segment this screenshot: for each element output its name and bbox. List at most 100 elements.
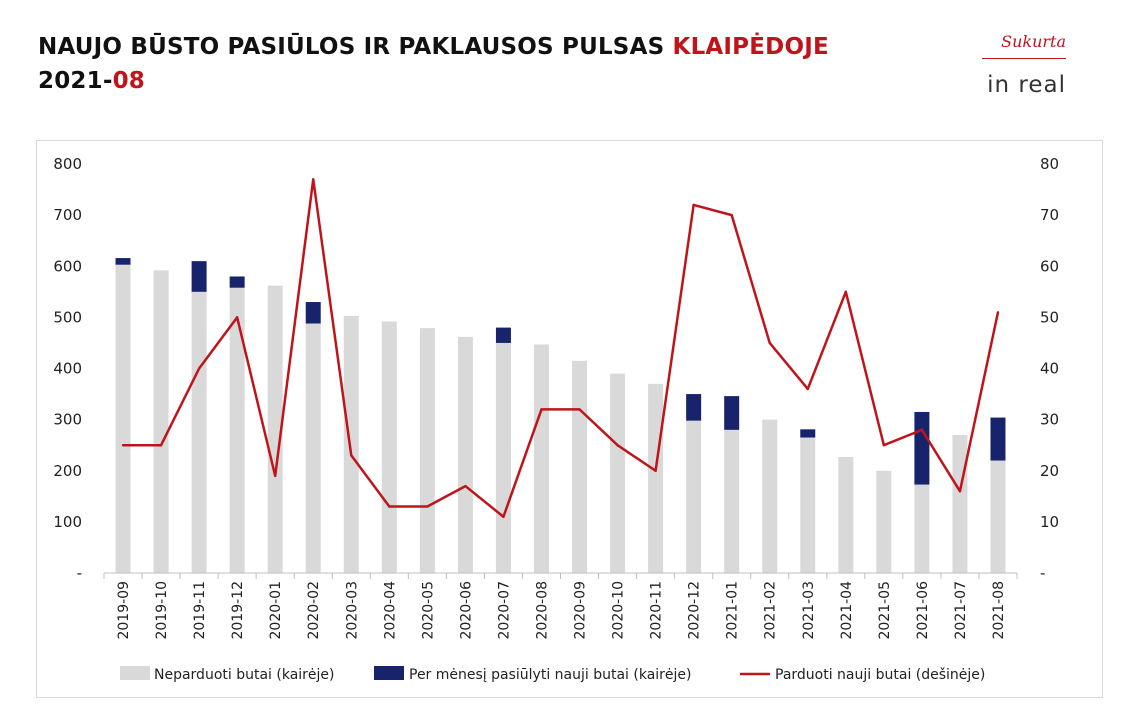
y-left-tick-label: 200 — [53, 462, 82, 480]
sold-point — [540, 408, 543, 411]
unsold-bar — [838, 456, 854, 573]
unsold-bar — [457, 336, 473, 573]
unsold-bar — [419, 328, 435, 573]
y-left-tick-label: 400 — [53, 360, 82, 378]
y-right-tick-label: 60 — [1040, 257, 1059, 275]
period-year: 2021- — [38, 68, 113, 94]
x-tick-label: 2020-08 — [534, 581, 550, 640]
unsold-bar — [229, 287, 245, 573]
x-tick-label: 2021-01 — [725, 581, 741, 640]
y-right-tick-label: 70 — [1040, 206, 1059, 224]
unsold-bar — [343, 315, 359, 573]
sold-point — [768, 341, 771, 345]
offered-bar — [191, 261, 207, 292]
unsold-bar — [191, 291, 207, 573]
sold-point — [502, 515, 505, 518]
unsold-bar — [686, 420, 702, 573]
sold-point — [426, 505, 429, 508]
x-tick-label: 2021-08 — [991, 581, 1007, 640]
x-tick-label: 2020-01 — [268, 581, 284, 640]
y-left-tick-label: - — [77, 564, 82, 582]
y-left-tick-label: 300 — [53, 411, 82, 429]
offered-bar — [229, 276, 245, 288]
unsold-bar — [800, 437, 816, 573]
legend: Neparduoti butai (kairėje) Per mėnesį pas… — [120, 666, 985, 683]
legend-unsold-label: Neparduoti butai (kairėje) — [154, 667, 335, 683]
sold-point — [388, 505, 391, 508]
offered-bar — [495, 327, 511, 343]
sold-point — [882, 443, 886, 447]
unsold-bar — [990, 460, 1006, 573]
sold-point — [312, 178, 315, 181]
x-tick-label: 2020-07 — [496, 581, 512, 640]
x-tick-label: 2020-09 — [573, 581, 589, 640]
y-right-tick-label: 40 — [1040, 360, 1059, 378]
y-right-tick-label: 20 — [1040, 462, 1059, 480]
x-tick-label: 2021-02 — [763, 581, 779, 640]
sold-point — [730, 213, 733, 217]
unsold-bar — [533, 344, 549, 573]
x-tick-label: 2021-07 — [953, 581, 969, 640]
sold-point — [578, 408, 581, 411]
y-left-tick-label: 700 — [53, 206, 82, 224]
chart-svg: 2019-09 2019-10 2019-11 2019-12 2020-01 2020-… — [53, 155, 1059, 683]
x-tick-label: 2020-10 — [611, 581, 627, 640]
x-tick-label: 2021-06 — [915, 581, 931, 640]
x-tick-label: 2020-11 — [649, 581, 665, 640]
sold-point — [958, 490, 962, 493]
period-month: 08 — [112, 68, 145, 94]
offered-bar — [686, 394, 702, 421]
sold-point — [159, 443, 163, 447]
logo-underline — [982, 58, 1066, 59]
sold-point — [692, 203, 695, 207]
chart-frame: 2019-09 2019-10 2019-11 2019-12 2020-01 2020-… — [36, 140, 1103, 698]
sold-point — [350, 454, 353, 457]
x-tick-label: 2020-05 — [420, 581, 436, 640]
y-right-tick-label: 30 — [1040, 411, 1059, 429]
unsold-bar — [495, 342, 511, 573]
logo-brand-text: in real — [987, 72, 1066, 98]
y-right-tick-label: 80 — [1040, 155, 1059, 173]
sold-point — [844, 290, 848, 294]
title-city: KLAIPĖDOJE — [672, 34, 829, 60]
unsold-bar — [648, 383, 664, 573]
unsold-bar — [952, 434, 968, 573]
y-left-tick-label: 600 — [53, 257, 82, 275]
y-right-tick-label: 10 — [1040, 513, 1059, 531]
sold-point — [996, 311, 1000, 314]
line-layer — [121, 178, 1000, 519]
x-tick-label: 2019-10 — [154, 581, 170, 640]
offered-bar — [305, 302, 321, 324]
offered-bar — [115, 258, 131, 265]
axis-layer: 2019-09 2019-10 2019-11 2019-12 2020-01 2020-… — [53, 155, 1059, 640]
sold-point — [464, 484, 467, 488]
y-left-tick-label: 100 — [53, 513, 82, 531]
legend-sold-label: Parduoti nauji butai (dešinėje) — [775, 667, 985, 683]
x-tick-label: 2020-02 — [306, 581, 322, 640]
sold-point — [273, 474, 277, 478]
x-tick-label: 2021-04 — [839, 581, 855, 640]
title-block: NAUJO BŪSTO PASIŪLOS IR PAKLAUSOS PULSAS… — [38, 30, 829, 98]
x-tick-label: 2019-11 — [192, 581, 208, 640]
x-tick-label: 2021-03 — [801, 581, 817, 640]
offered-bar — [724, 396, 740, 430]
legend-offered-label: Per mėnesį pasiūlyti nauji butai (kairėj… — [409, 667, 692, 683]
unsold-bar — [762, 419, 778, 573]
unsold-bar — [115, 264, 131, 573]
y-left-tick-label: 500 — [53, 308, 82, 326]
logo-sukurta-text: Sukurta — [1001, 32, 1066, 51]
x-tick-label: 2020-03 — [344, 581, 360, 640]
sold-point — [654, 469, 657, 472]
unsold-bar — [876, 470, 892, 573]
offered-bar — [990, 417, 1006, 461]
title-main: NAUJO BŪSTO PASIŪLOS IR PAKLAUSOS PULSAS — [38, 34, 673, 60]
chart-title: NAUJO BŪSTO PASIŪLOS IR PAKLAUSOS PULSAS… — [38, 30, 829, 64]
y-left-tick-label: 800 — [53, 155, 82, 173]
x-tick-label: 2021-05 — [877, 581, 893, 640]
unsold-bar — [914, 484, 930, 573]
sold-point — [920, 428, 924, 432]
x-tick-label: 2020-12 — [687, 581, 703, 640]
legend-unsold-swatch — [120, 666, 150, 680]
unsold-bar — [305, 323, 321, 573]
sold-point — [806, 387, 809, 391]
